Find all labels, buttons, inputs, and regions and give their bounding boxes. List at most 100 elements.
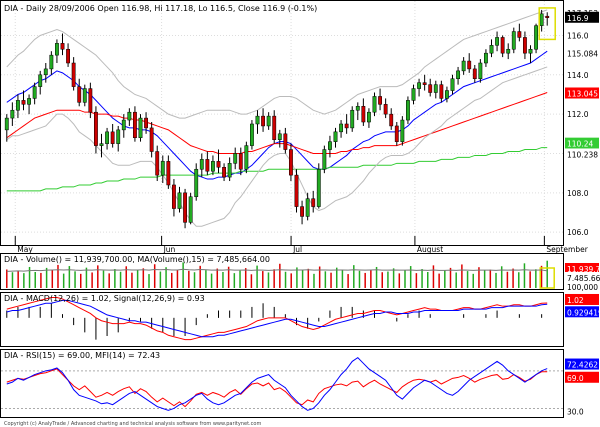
candle-body — [467, 60, 472, 70]
candle-body — [277, 133, 282, 140]
candle-body — [116, 129, 121, 144]
candle-body — [283, 133, 288, 150]
macd-panel: DIA - MACD(12,26) = 1.02, Signal(12,26,9… — [0, 292, 600, 347]
volume-ma-line — [6, 268, 548, 272]
volume-title: DIA - Volume() = 11,939,700.00, MA(Volum… — [4, 255, 270, 264]
candle-body — [127, 111, 132, 121]
candle-body — [172, 184, 176, 209]
volume-value-label: 11,939,700 — [567, 265, 600, 274]
price-tick-label: 116.0 — [567, 31, 589, 40]
candle-body — [138, 117, 143, 139]
candle-body — [534, 25, 538, 50]
rsi-30-label: 30.0 — [567, 407, 584, 416]
candle-body — [205, 159, 210, 172]
candle-body — [316, 168, 321, 207]
macd-series-line — [6, 299, 548, 338]
price-tick-label: 114.0 — [567, 71, 589, 80]
candle-body — [250, 123, 254, 146]
candle-body — [367, 111, 371, 123]
candle-body — [394, 125, 399, 142]
candle-body — [94, 111, 98, 146]
candle-body — [10, 109, 15, 119]
candle-body — [155, 151, 160, 176]
candle-body — [372, 96, 377, 113]
price-value-label: 116.9 — [567, 14, 589, 23]
candle-body — [149, 127, 154, 152]
price-tick-label: 108.0 — [567, 189, 589, 198]
candle-body — [528, 48, 533, 54]
price-value-label-bg — [565, 11, 599, 23]
candle-body — [378, 96, 382, 105]
macd-value-label-bg — [565, 293, 599, 305]
candle-body — [506, 48, 511, 54]
candle-body — [417, 82, 421, 89]
candle-body — [545, 15, 550, 19]
candle-body — [305, 198, 310, 217]
candle-body — [211, 161, 215, 172]
candle-body — [32, 86, 37, 99]
candle-body — [517, 31, 522, 38]
candle-body — [110, 131, 115, 144]
candle-body — [238, 153, 243, 170]
last-candle-highlight — [538, 7, 556, 41]
candle-body — [60, 43, 65, 50]
price-tick-label: 112.0 — [567, 110, 589, 119]
candle-body — [289, 149, 293, 176]
candle-body — [322, 149, 327, 170]
candle-body — [333, 131, 338, 142]
candle-body — [144, 117, 148, 129]
candle-body — [121, 119, 126, 131]
mfi-value-label: 72.4262 — [567, 361, 598, 370]
candle-body — [344, 123, 349, 129]
volume-base-label-bg — [565, 281, 599, 292]
candle-body — [244, 145, 249, 170]
candle-body — [38, 74, 43, 87]
candle-body — [355, 106, 360, 111]
candle-body — [16, 100, 20, 111]
price-series-line — [6, 9, 548, 119]
signal-value-label: 0.929419 — [567, 308, 600, 317]
macd-value-label: 1.02 — [567, 296, 584, 305]
candle-body — [261, 115, 265, 127]
candle-body — [4, 117, 9, 131]
candle-body — [216, 161, 221, 168]
candle-body — [272, 115, 277, 140]
candle-body — [489, 45, 494, 54]
candle-body — [450, 78, 455, 91]
last-volume-highlight — [539, 267, 555, 289]
month-label: September — [546, 245, 588, 254]
candle-body — [484, 52, 488, 64]
price-series-line — [6, 66, 548, 227]
candle-body — [43, 68, 48, 76]
candle-body — [400, 119, 405, 142]
candle-body — [222, 167, 226, 178]
candle-body — [422, 82, 427, 85]
candle-body — [21, 100, 26, 105]
candle-body — [411, 88, 416, 101]
candle-body — [27, 98, 31, 105]
rsi-series-line — [6, 357, 548, 411]
rsi-series-line — [6, 368, 548, 408]
candle-body — [194, 168, 199, 198]
candle-body — [233, 153, 238, 164]
candle-body — [177, 192, 182, 209]
candle-body — [445, 90, 449, 99]
month-label: August — [417, 245, 443, 254]
candle-body — [294, 174, 299, 207]
volume-base-label: 100,000 — [567, 283, 598, 292]
candle-body — [539, 13, 544, 26]
candle-body — [350, 109, 355, 129]
candle-body — [105, 131, 109, 144]
candle-body — [49, 54, 54, 70]
rsi-30-label-bg — [565, 405, 599, 417]
candle-body — [361, 106, 366, 123]
month-label: May — [17, 245, 33, 254]
price-value-label: 113.045 — [567, 89, 598, 98]
price-value-label-bg — [565, 47, 599, 59]
month-label: Jun — [163, 245, 176, 254]
price-value-label: 110.24 — [567, 140, 593, 149]
volume-panel: DIA - Volume() = 11,939,700.00, MA(Volum… — [0, 253, 600, 292]
candle-body — [188, 196, 193, 223]
candle-body — [300, 206, 304, 217]
